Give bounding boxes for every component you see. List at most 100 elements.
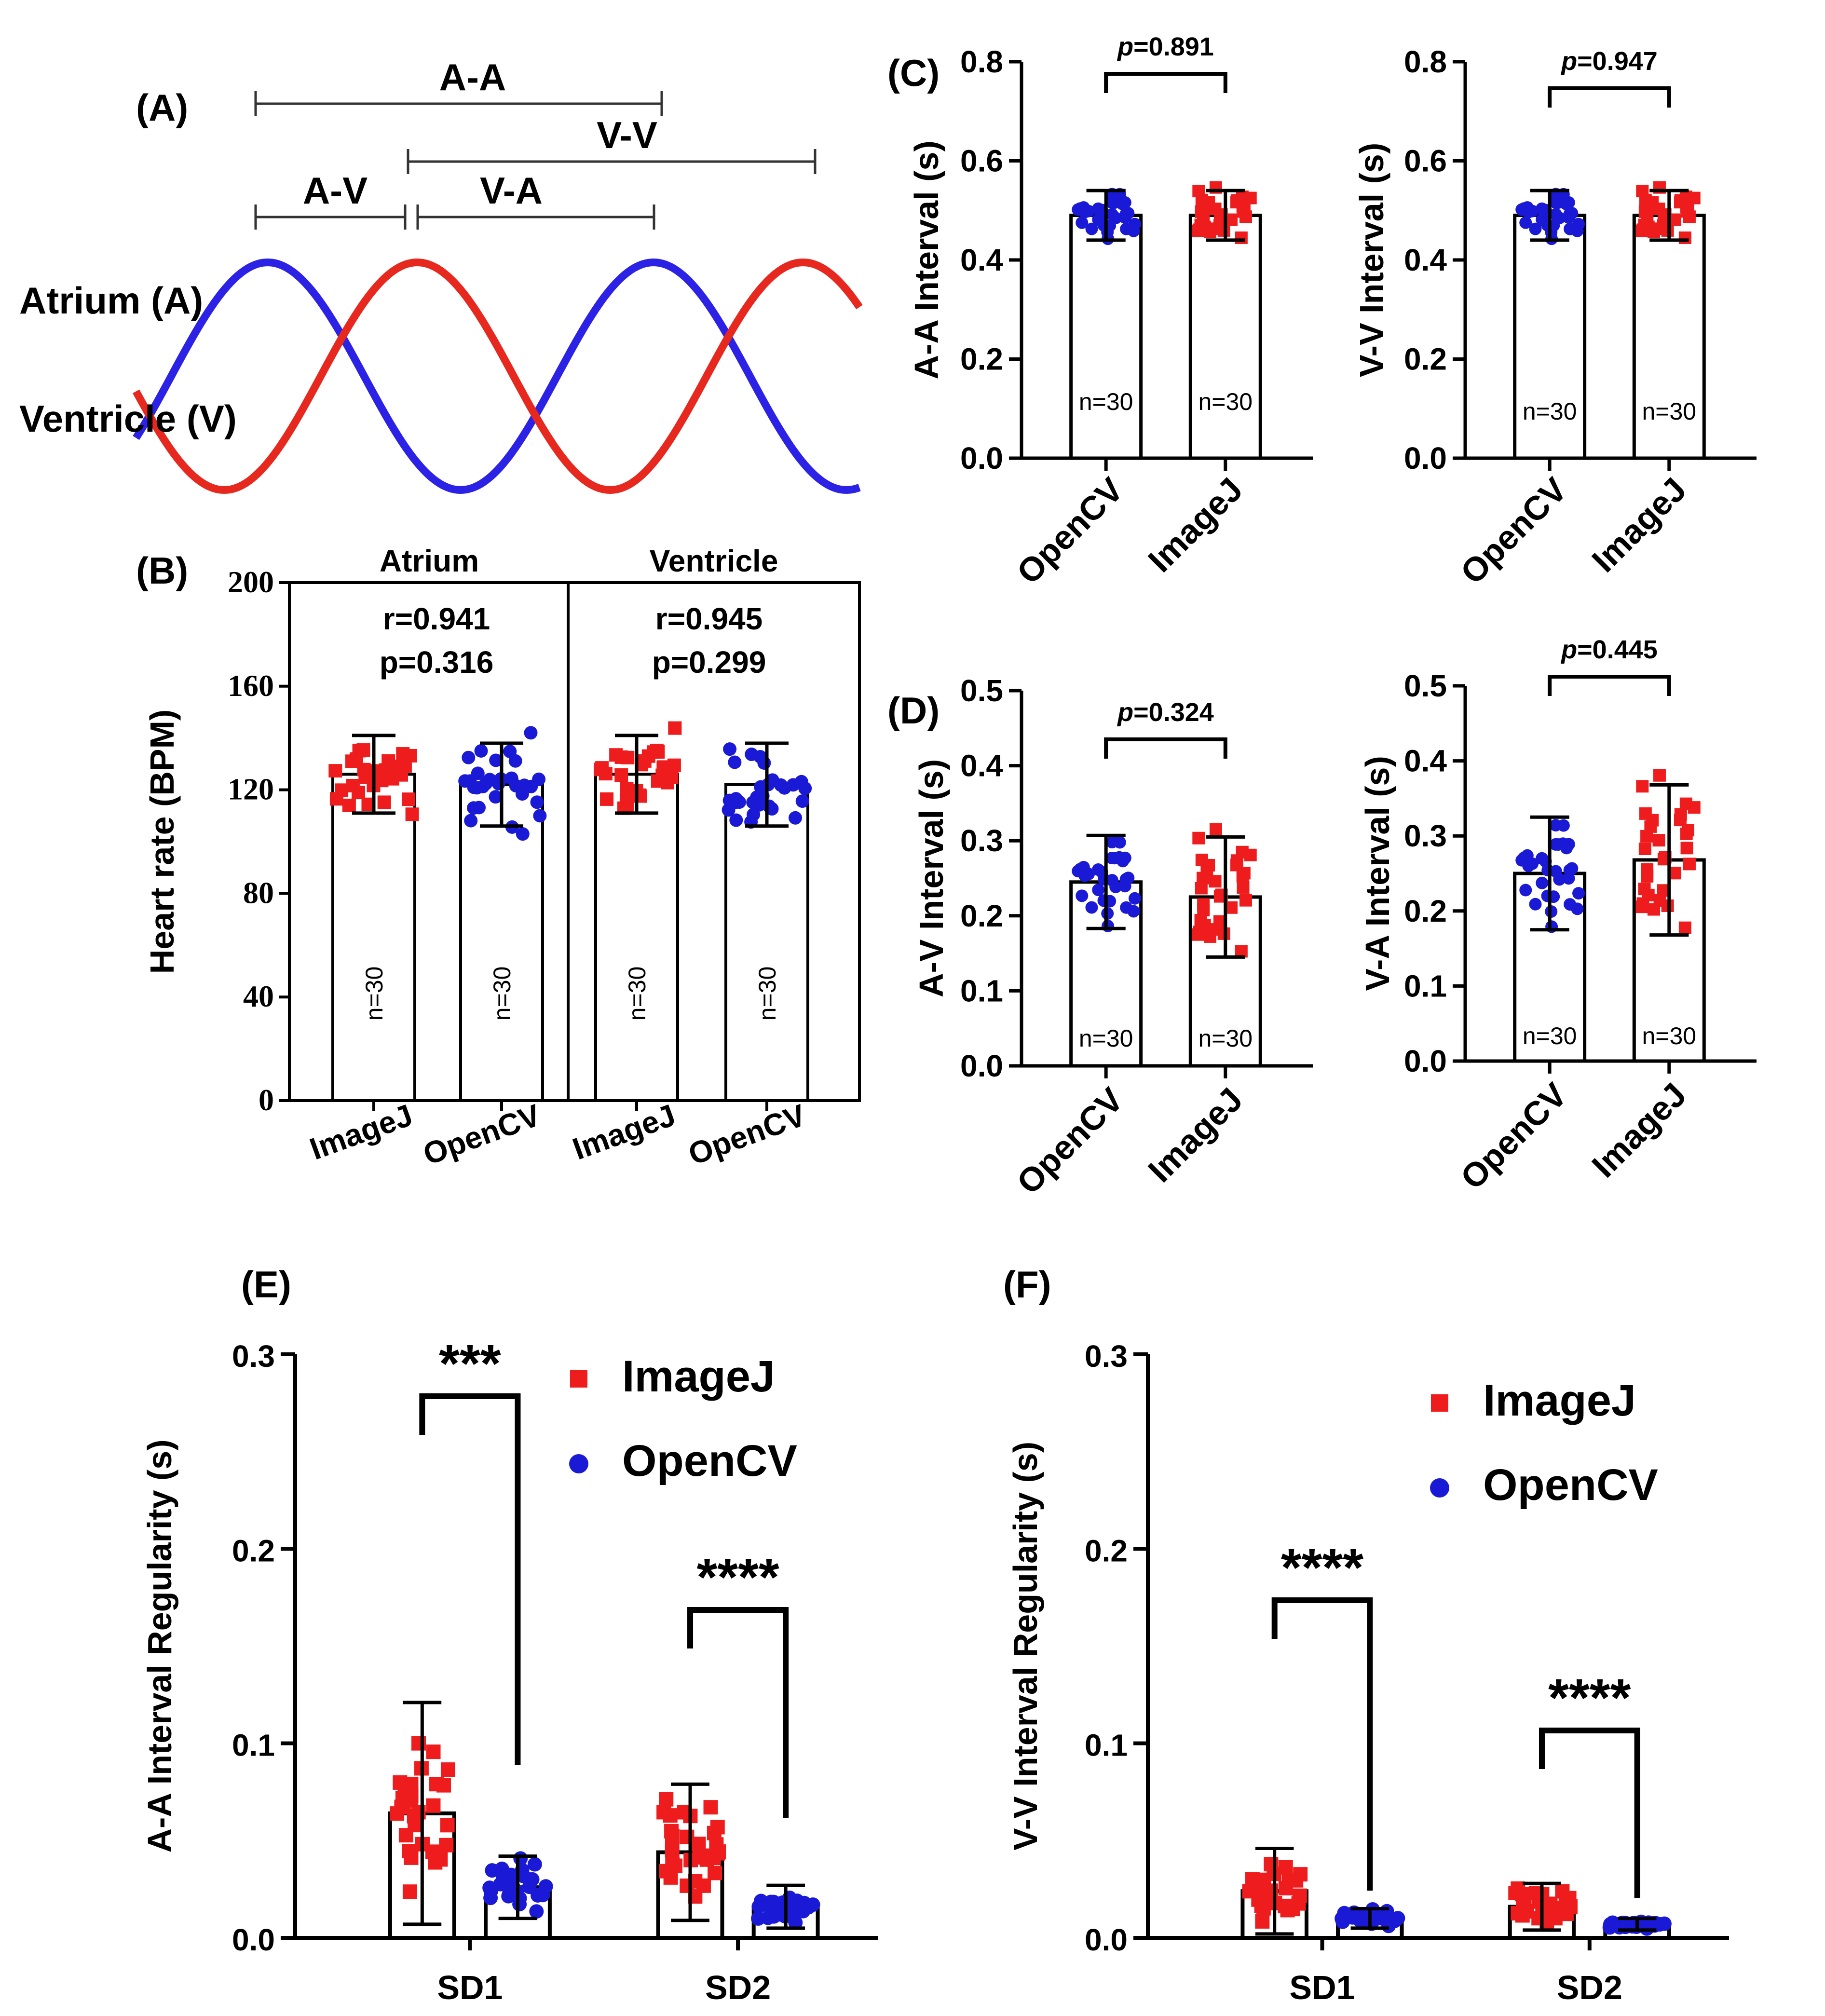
data-point: [1292, 1888, 1307, 1903]
r-value: r=0.945: [655, 601, 763, 636]
x-tick-label: SD2: [1557, 1969, 1622, 2006]
data-point: [1254, 1898, 1269, 1913]
data-point: [426, 1744, 441, 1759]
y-tick-label: 0.0: [960, 1049, 1003, 1083]
y-axis-label: A-A Interval (s): [908, 140, 945, 379]
data-point: [1680, 842, 1693, 855]
y-tick-label: 0.0: [232, 1922, 275, 1957]
data-point: [1074, 863, 1087, 876]
data-point: [1641, 214, 1654, 227]
panel-f: (F) 0.0 0.1 0.2 0.3 V-V Interval Regularity (…: [1003, 1263, 1729, 2006]
data-point: [1113, 851, 1126, 864]
y-tick-label: 0.1: [1404, 968, 1447, 1003]
data-point: [440, 1818, 455, 1833]
data-point: [1674, 808, 1687, 821]
data-point: [763, 1894, 778, 1909]
legend-label-opencv: OpenCV: [1483, 1460, 1658, 1510]
y-axis-label: A-V Interval (s): [912, 759, 950, 997]
panel-b: (B) 0 40 80 120 160 200 Heart rate (BPM) Atrium V…: [136, 544, 861, 1172]
data-point: [1680, 827, 1693, 840]
data-point: [1678, 231, 1691, 244]
data-point: [1516, 1892, 1531, 1907]
data-point: [710, 1820, 725, 1835]
data-point: [789, 811, 803, 825]
interval-label: V-A: [480, 169, 543, 212]
data-point: [708, 1866, 722, 1880]
data-point: [402, 792, 416, 806]
p-italic: p: [1560, 635, 1577, 664]
data-point: [342, 798, 356, 812]
data-point: [1236, 870, 1249, 883]
data-point: [503, 745, 517, 759]
data-point: [352, 786, 366, 800]
data-point: [1105, 208, 1118, 221]
data-point: [1209, 875, 1222, 888]
n-label: n=30: [361, 967, 388, 1021]
data-point: [1239, 894, 1252, 907]
y-tick-label: 80: [243, 875, 274, 910]
y-tick-label: 0.8: [960, 44, 1003, 79]
data-point: [390, 1806, 405, 1821]
n-label: n=30: [489, 967, 516, 1021]
significance-bracket: [1104, 72, 1227, 93]
data-point: [439, 1838, 454, 1853]
bar-opencv: [724, 783, 809, 1102]
data-point: [524, 726, 538, 740]
y-tick-label: 0.6: [960, 144, 1003, 178]
significance-stars: ****: [1281, 1538, 1363, 1597]
data-point: [357, 763, 371, 776]
data-point: [1557, 819, 1570, 832]
n-label: n=30: [1079, 388, 1133, 415]
data-point: [345, 754, 359, 768]
p-value: p=0.316: [380, 645, 494, 680]
panel-c-vv: 0.0 0.2 0.4 0.6 0.8 V-V Interval (s) n=30 OpenC…: [1353, 44, 1757, 591]
panel-a: (A) Atrium (A) Ventricle (V) A-A V-V A-V V-A: [19, 56, 863, 494]
data-point: [436, 1778, 451, 1793]
p-number: =0.891: [1133, 32, 1214, 61]
legend-label-imagej: ImageJ: [1483, 1376, 1636, 1425]
x-tick-label: SD2: [705, 1969, 771, 2006]
y-tick-label: 0.4: [960, 749, 1003, 783]
data-point: [680, 1878, 695, 1893]
y-tick-label: 40: [243, 979, 274, 1013]
y-tick-label: 0.1: [232, 1728, 275, 1763]
data-point: [728, 755, 742, 769]
data-point: [657, 760, 671, 774]
data-point: [753, 750, 767, 764]
x-tick-label: OpenCV: [684, 1097, 810, 1171]
significance-bracket: [1539, 1728, 1640, 1898]
p-italic: p: [1560, 47, 1577, 76]
data-point: [1242, 1884, 1257, 1899]
x-tick-label: ImageJ: [568, 1097, 680, 1166]
data-point: [729, 813, 743, 827]
y-tick-label: 0.5: [960, 673, 1003, 708]
data-point: [377, 795, 391, 809]
x-tick-label: OpenCV: [1453, 1076, 1574, 1197]
n-label: n=30: [1523, 1022, 1577, 1049]
data-point: [1536, 213, 1549, 226]
data-point: [1113, 836, 1126, 849]
data-point: [328, 764, 342, 778]
data-point: [663, 1808, 678, 1823]
atrium-label: Atrium (A): [19, 279, 203, 322]
data-point: [440, 1762, 455, 1777]
data-point: [1085, 222, 1098, 235]
p-value: p=0.947: [1560, 47, 1658, 76]
y-tick-label: 0.0: [1085, 1922, 1128, 1957]
data-point: [1335, 1911, 1349, 1926]
x-tick-label: SD1: [437, 1969, 503, 2006]
data-point: [516, 827, 530, 841]
data-point: [1641, 870, 1654, 883]
x-tick-label: ImageJ: [1141, 1080, 1250, 1189]
n-label: n=30: [754, 967, 781, 1021]
data-point: [1236, 845, 1249, 858]
significance-stars: ****: [696, 1548, 779, 1607]
data-point: [620, 782, 634, 796]
data-point: [513, 1851, 528, 1866]
bar-imagej: [594, 773, 679, 1102]
data-point: [766, 1909, 781, 1924]
data-point: [609, 748, 623, 762]
x-tick-label: OpenCV: [419, 1097, 545, 1171]
x-tick-label: OpenCV: [1453, 470, 1574, 591]
data-point: [489, 753, 503, 767]
